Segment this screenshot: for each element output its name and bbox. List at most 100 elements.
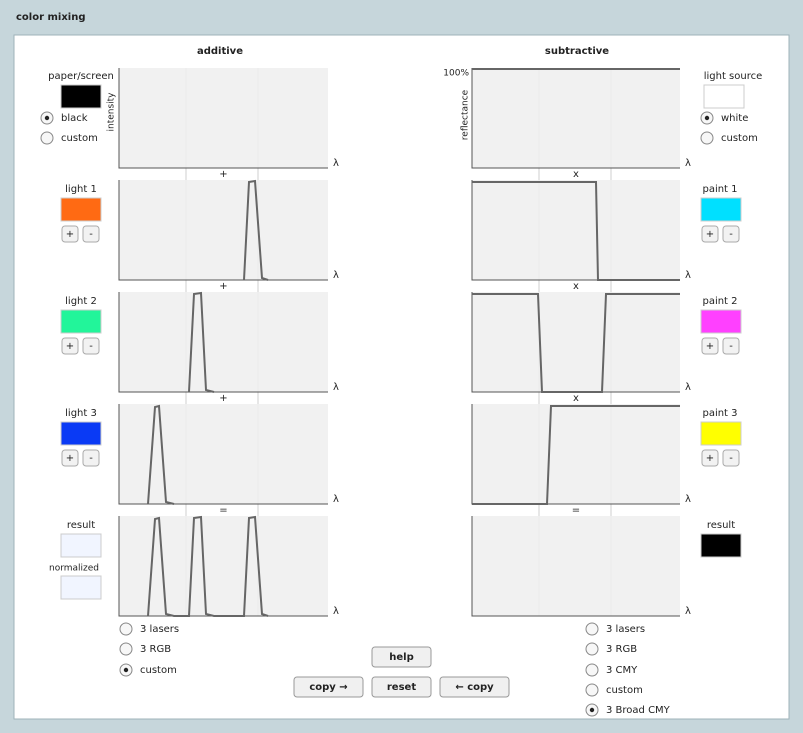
minus-button-label[interactable]: - [89, 453, 93, 464]
radio-label[interactable]: white [721, 113, 748, 124]
button[interactable] [371, 646, 432, 668]
light-swatch [60, 309, 102, 334]
plus-button[interactable] [701, 225, 719, 243]
result-label: result [67, 520, 95, 531]
spectrum-curve [243, 179, 269, 281]
plot-axes [118, 404, 328, 505]
subtractive-heading: subtractive [545, 46, 609, 57]
plus-button-label[interactable]: + [66, 229, 74, 240]
light-swatch [60, 197, 102, 222]
minus-button-label[interactable]: - [89, 341, 93, 352]
minus-button[interactable] [82, 337, 100, 355]
preset-radio[interactable] [585, 642, 599, 656]
radio[interactable] [700, 131, 714, 145]
minus-button[interactable] [82, 225, 100, 243]
preset-radio[interactable] [585, 663, 599, 677]
lambda-label: λ [685, 606, 691, 617]
plot-axes [471, 516, 680, 617]
button-label[interactable]: ← copy [455, 682, 494, 693]
preset-radio[interactable] [585, 622, 599, 636]
operator: x [573, 281, 579, 292]
plot-axes [118, 68, 328, 169]
button-label[interactable]: help [389, 652, 414, 663]
plus-button-label[interactable]: + [706, 229, 714, 240]
plus-button-label[interactable]: + [66, 341, 74, 352]
spectrum-curve [147, 404, 175, 505]
button[interactable] [293, 676, 364, 698]
preset-radio-label[interactable]: custom [140, 665, 177, 676]
button[interactable] [439, 676, 510, 698]
plot-axes [118, 516, 328, 617]
preset-radio[interactable] [119, 642, 133, 656]
preset-radio-label[interactable]: 3 RGB [606, 644, 637, 655]
preset-radio-label[interactable]: custom [606, 685, 643, 696]
plus-button[interactable] [61, 337, 79, 355]
paint-label: paint 3 [702, 408, 737, 419]
preset-radio-label[interactable]: 3 Broad CMY [606, 705, 671, 716]
preset-radio-label[interactable]: 3 CMY [606, 665, 638, 676]
plus-button[interactable] [701, 337, 719, 355]
operator: + [219, 169, 227, 180]
preset-radio[interactable] [585, 683, 599, 697]
plus-button[interactable] [61, 225, 79, 243]
paint-label: paint 2 [702, 296, 737, 307]
lambda-label: λ [333, 382, 339, 393]
spectrum-plot [472, 68, 680, 168]
light-label: light 1 [65, 184, 97, 195]
preset-radio-label[interactable]: 3 lasers [140, 624, 179, 635]
plot-axes [118, 292, 328, 393]
radio-label[interactable]: custom [721, 133, 758, 144]
radio-dot [44, 115, 50, 121]
controls: λ + λ + λ + λ = λ λ x λ x λ x λ = λ paper/screen black custo… [40, 68, 762, 717]
preset-radio-dot [589, 707, 595, 713]
normalized-swatch [60, 575, 102, 600]
paint-swatch [700, 197, 742, 222]
minus-button[interactable] [722, 337, 740, 355]
operator: x [573, 393, 579, 404]
plot-axes [118, 180, 328, 281]
lambda-label: λ [685, 270, 691, 281]
button-label[interactable]: copy → [309, 682, 347, 693]
plus-button-label[interactable]: + [706, 341, 714, 352]
top-label: 100% [443, 69, 469, 79]
spectrum-plot [472, 516, 680, 616]
spectrum-plot [119, 180, 328, 280]
spectrum-curve [188, 291, 215, 393]
light-label: light 2 [65, 296, 97, 307]
lambda-label: λ [333, 158, 339, 169]
minus-button-label[interactable]: - [729, 229, 733, 240]
minus-button[interactable] [82, 449, 100, 467]
preset-radio[interactable] [119, 622, 133, 636]
radio-dot [704, 115, 710, 121]
normalized-label: normalized [49, 564, 99, 574]
radio-label[interactable]: custom [61, 133, 98, 144]
preset-radio-label[interactable]: 3 lasers [606, 624, 645, 635]
intensity-label: intensity [107, 92, 117, 132]
lambda-label: λ [333, 606, 339, 617]
plus-button[interactable] [701, 449, 719, 467]
plus-button-label[interactable]: + [66, 453, 74, 464]
minus-button-label[interactable]: - [729, 341, 733, 352]
additive-heading: additive [197, 46, 243, 57]
minus-button-label[interactable]: - [729, 453, 733, 464]
paper-swatch [60, 84, 102, 109]
preset-radio-label[interactable]: 3 RGB [140, 644, 171, 655]
spectrum-plot [472, 180, 680, 280]
light-label: light 3 [65, 408, 97, 419]
plus-button[interactable] [61, 449, 79, 467]
lambda-label: λ [685, 382, 691, 393]
paint-swatch [700, 309, 742, 334]
button[interactable] [371, 676, 432, 698]
radio[interactable] [40, 131, 54, 145]
paint-swatch [700, 421, 742, 446]
minus-button-label[interactable]: - [89, 229, 93, 240]
plus-button-label[interactable]: + [706, 453, 714, 464]
minus-button[interactable] [722, 225, 740, 243]
radio-label[interactable]: black [61, 113, 88, 124]
minus-button[interactable] [722, 449, 740, 467]
spectrum-plot [472, 292, 680, 392]
lambda-label: λ [685, 158, 691, 169]
button-label[interactable]: reset [387, 682, 416, 693]
lambda-label: λ [685, 494, 691, 505]
spectrum-plot [472, 404, 680, 504]
